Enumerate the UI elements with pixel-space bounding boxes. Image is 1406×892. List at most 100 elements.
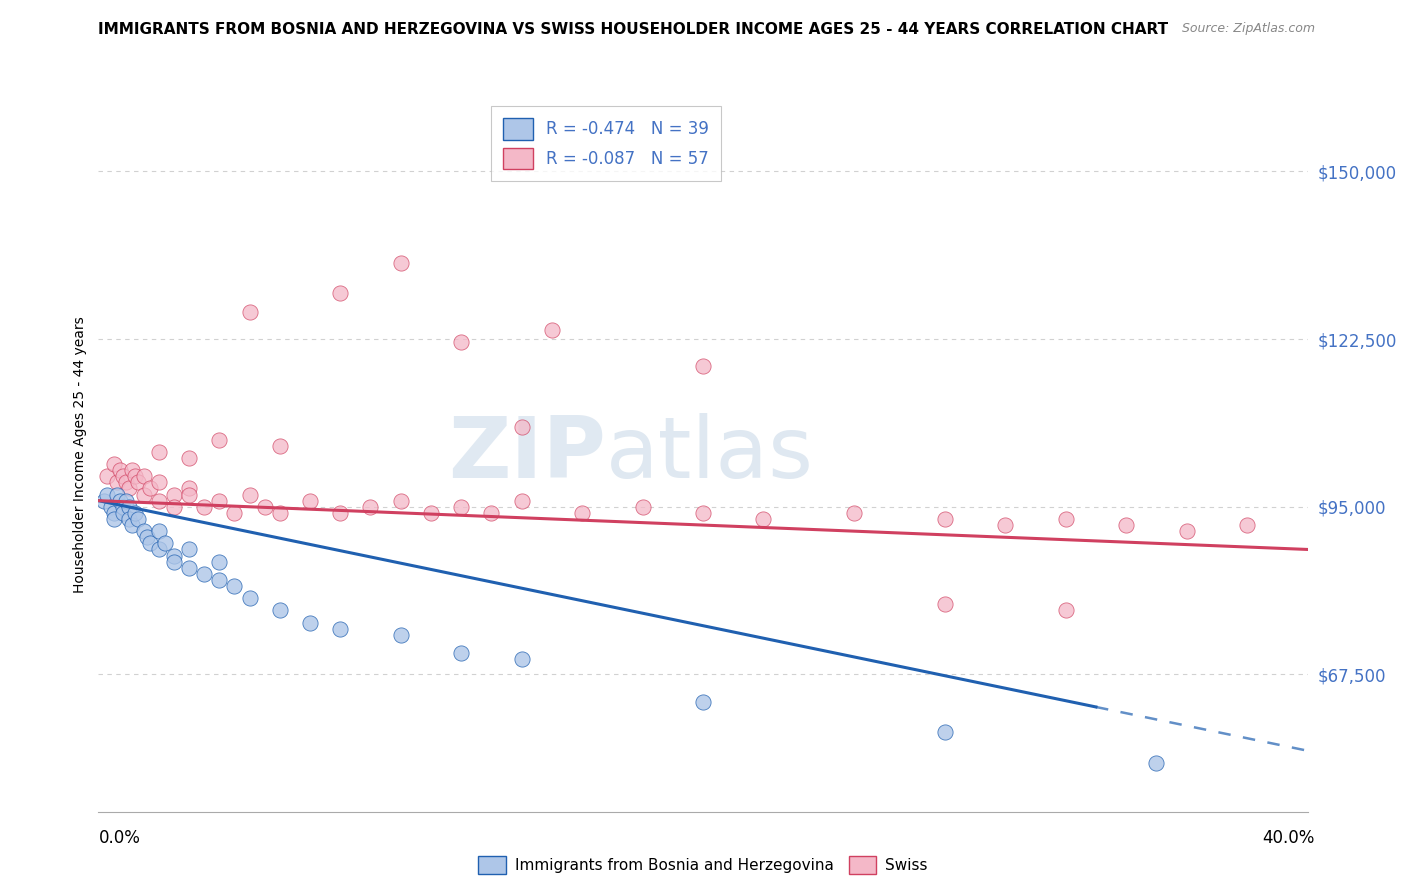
Point xyxy=(692,359,714,374)
Point xyxy=(148,542,170,557)
Point xyxy=(224,579,246,593)
Point xyxy=(420,506,443,520)
Point xyxy=(103,512,125,526)
Text: 0.0%: 0.0% xyxy=(98,829,141,847)
Point xyxy=(253,500,276,514)
Point xyxy=(118,500,141,514)
Point xyxy=(163,555,186,569)
Legend: Immigrants from Bosnia and Herzegovina, Swiss: Immigrants from Bosnia and Herzegovina, … xyxy=(472,850,934,880)
Text: ZIP: ZIP xyxy=(449,413,606,497)
Point xyxy=(269,603,291,617)
Point xyxy=(163,549,186,563)
Point xyxy=(239,487,262,501)
Point xyxy=(269,506,291,520)
Point xyxy=(103,506,125,520)
Point xyxy=(114,475,136,490)
Point xyxy=(127,512,149,526)
Point xyxy=(153,536,176,550)
Point xyxy=(93,493,115,508)
Point xyxy=(692,695,714,709)
Point xyxy=(124,506,146,520)
Text: 40.0%: 40.0% xyxy=(1263,829,1315,847)
Text: atlas: atlas xyxy=(606,413,814,497)
Point xyxy=(571,506,593,520)
Point xyxy=(163,500,186,514)
Point xyxy=(114,493,136,508)
Point xyxy=(108,463,131,477)
Point xyxy=(239,591,262,606)
Point xyxy=(148,475,170,490)
Point xyxy=(96,469,118,483)
Legend: R = -0.474   N = 39, R = -0.087   N = 57: R = -0.474 N = 39, R = -0.087 N = 57 xyxy=(492,106,721,181)
Text: IMMIGRANTS FROM BOSNIA AND HERZEGOVINA VS SWISS HOUSEHOLDER INCOME AGES 25 - 44 : IMMIGRANTS FROM BOSNIA AND HERZEGOVINA V… xyxy=(98,22,1168,37)
Point xyxy=(450,500,472,514)
Point xyxy=(934,598,956,612)
Point xyxy=(481,506,503,520)
Point xyxy=(208,433,231,447)
Point xyxy=(135,530,157,544)
Point xyxy=(631,500,654,514)
Point xyxy=(108,493,131,508)
Point xyxy=(1144,756,1167,770)
Point xyxy=(111,469,134,483)
Point xyxy=(111,506,134,520)
Point xyxy=(124,469,146,483)
Point xyxy=(121,518,143,533)
Point xyxy=(121,463,143,477)
Point xyxy=(179,542,201,557)
Point xyxy=(148,524,170,538)
Point xyxy=(105,475,128,490)
Point xyxy=(105,487,128,501)
Point xyxy=(139,482,162,496)
Point xyxy=(127,475,149,490)
Point xyxy=(1054,603,1077,617)
Point xyxy=(360,500,382,514)
Point xyxy=(1115,518,1137,533)
Point xyxy=(450,335,472,350)
Point xyxy=(299,493,322,508)
Point xyxy=(329,506,352,520)
Point xyxy=(299,615,322,630)
Point xyxy=(692,506,714,520)
Point xyxy=(96,487,118,501)
Point xyxy=(1054,512,1077,526)
Point xyxy=(132,469,155,483)
Point xyxy=(118,482,141,496)
Point xyxy=(111,500,134,514)
Point xyxy=(844,506,866,520)
Point xyxy=(389,256,412,270)
Point xyxy=(179,487,201,501)
Point xyxy=(179,560,201,574)
Point xyxy=(179,450,201,465)
Point xyxy=(224,506,246,520)
Point xyxy=(208,555,231,569)
Point xyxy=(450,646,472,660)
Point xyxy=(208,493,231,508)
Point xyxy=(193,566,215,581)
Point xyxy=(118,512,141,526)
Point xyxy=(934,512,956,526)
Point xyxy=(510,652,533,666)
Point xyxy=(139,536,162,550)
Point xyxy=(100,500,122,514)
Point xyxy=(148,493,170,508)
Point xyxy=(193,500,215,514)
Point xyxy=(510,420,533,434)
Point xyxy=(148,445,170,459)
Point xyxy=(1236,518,1258,533)
Point xyxy=(329,622,352,636)
Point xyxy=(540,323,562,337)
Y-axis label: Householder Income Ages 25 - 44 years: Householder Income Ages 25 - 44 years xyxy=(73,317,87,593)
Point xyxy=(510,493,533,508)
Point xyxy=(1175,524,1198,538)
Point xyxy=(132,524,155,538)
Point xyxy=(752,512,775,526)
Point xyxy=(239,304,262,318)
Point xyxy=(208,573,231,587)
Point xyxy=(389,493,412,508)
Point xyxy=(269,439,291,453)
Point xyxy=(934,725,956,739)
Point xyxy=(132,487,155,501)
Text: Source: ZipAtlas.com: Source: ZipAtlas.com xyxy=(1181,22,1315,36)
Point xyxy=(179,482,201,496)
